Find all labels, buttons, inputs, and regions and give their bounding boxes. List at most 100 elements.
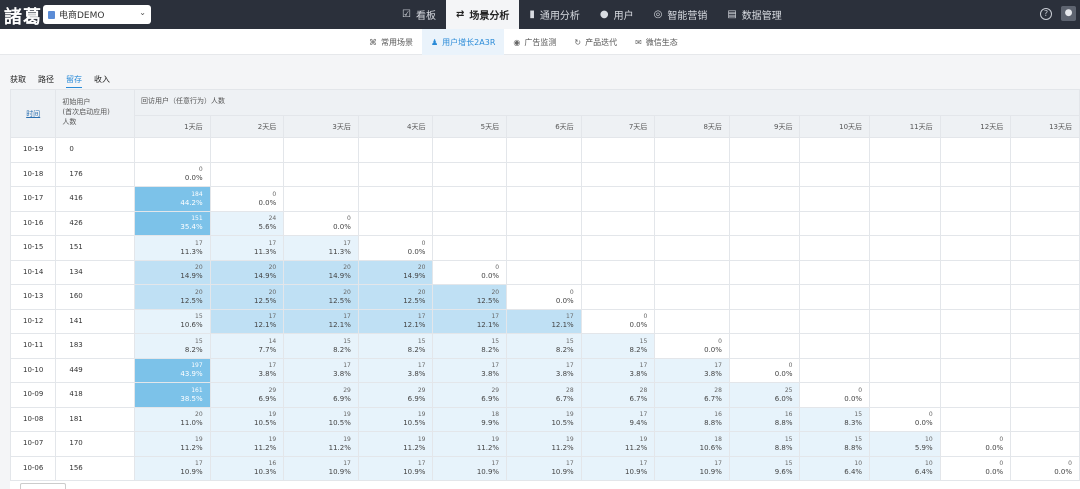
retention-cell: 19 11.2% <box>134 431 211 457</box>
day-header: 1天后 <box>134 115 211 138</box>
empty-cell <box>357 161 434 187</box>
nav-icon: ▤ <box>727 9 737 20</box>
retention-rate: 0.0% <box>774 370 793 379</box>
date-cell: 10-12 <box>10 308 57 334</box>
retention-rate: 12.1% <box>476 321 500 330</box>
table-row: 10-13 160 20 12.5% 20 12.5% 20 12.5% 20 12.5% 20 12… <box>10 284 1080 310</box>
empty-cell <box>432 137 508 163</box>
empty-cell <box>432 161 508 187</box>
help-icon[interactable]: ? <box>1040 8 1052 20</box>
subnav-item-1[interactable]: ♟ 用户增长2A3R <box>422 29 505 55</box>
empty-cell <box>939 357 1012 383</box>
retention-rate: 6.9% <box>407 394 426 403</box>
initial-users-cell: 449 <box>55 357 136 383</box>
retention-cell: 17 10.9% <box>357 455 434 481</box>
project-select[interactable]: 电商DEMO ⌄ <box>43 5 151 24</box>
retention-cell: 10 6.4% <box>799 455 871 481</box>
empty-cell <box>357 186 434 212</box>
empty-cell <box>939 186 1012 212</box>
table-row: 10-12 141 15 10.6% 17 12.1% 17 12.1% 17 12.1% 17 12… <box>10 308 1080 334</box>
retention-rate: 11.2% <box>254 443 277 452</box>
table-row: 10-08 181 20 11.0% 19 10.5% 19 10.5% 19 10.5% 18 9.… <box>10 406 1080 432</box>
retention-cell: 0 0.0% <box>580 308 656 334</box>
empty-cell <box>728 210 801 236</box>
retention-count: 19 <box>566 435 574 443</box>
retention-count: 16 <box>714 411 722 419</box>
retention-cell: 0 0.0% <box>506 284 582 310</box>
subnav-item-3[interactable]: ↻ 产品迭代 <box>565 29 626 55</box>
tab-3[interactable]: 收入 <box>94 75 110 84</box>
retention-cell: 19 10.5% <box>506 406 582 432</box>
empty-cell <box>799 137 871 163</box>
app-logo[interactable]: 諸葛 <box>4 7 42 28</box>
table-row: 10-15 151 17 11.3% 17 11.3% 17 11.3% 0 0.0% <box>10 235 1080 261</box>
subnav-item-4[interactable]: ✉ 微信生态 <box>626 29 687 55</box>
nav-label: 看板 <box>415 11 436 22</box>
nav-item-2[interactable]: ▮ 通用分析 <box>519 0 590 29</box>
pagination-control[interactable] <box>20 483 66 489</box>
date-cell: 10-06 <box>10 455 57 481</box>
tab-2[interactable]: 留存 <box>66 74 82 88</box>
day-header: 4天后 <box>357 115 434 138</box>
nav-item-4[interactable]: ◎ 智能营销 <box>644 0 718 29</box>
retention-cell: 20 12.5% <box>357 284 434 310</box>
retention-count: 19 <box>417 411 426 419</box>
retention-cell: 17 12.1% <box>283 308 359 334</box>
retention-count: 0 <box>643 313 648 321</box>
retention-cell: 15 8.2% <box>432 333 508 359</box>
nav-item-3[interactable]: ● 用户 <box>590 0 644 29</box>
retention-count: 16 <box>784 411 793 419</box>
nav-item-1[interactable]: ⇄ 场景分析 <box>445 0 520 29</box>
time-column-header[interactable]: 时间 <box>10 89 57 138</box>
retention-count: 0 <box>718 337 722 345</box>
nav-item-5[interactable]: ▤ 数据管理 <box>717 0 791 29</box>
table-row: 10-07 170 19 11.2% 19 11.2% 19 11.2% 19 11.2% 19 11… <box>10 431 1080 457</box>
retention-cell: 15 10.6% <box>134 308 211 334</box>
retention-cell: 20 12.5% <box>283 284 359 310</box>
nav-item-0[interactable]: ☑ 看板 <box>392 0 446 29</box>
tab-0[interactable]: 获取 <box>10 75 26 84</box>
day-header: 6天后 <box>506 115 582 138</box>
avatar[interactable]: ● <box>1061 6 1076 21</box>
empty-cell <box>1010 186 1080 212</box>
initial-users-cell: 426 <box>55 210 136 236</box>
retention-cell: 151 35.4% <box>134 210 211 236</box>
retention-rate: 10.9% <box>699 468 722 477</box>
retention-cell: 17 12.1% <box>432 308 508 334</box>
retention-cell: 0 0.0% <box>283 210 359 236</box>
empty-cell <box>1010 284 1080 310</box>
retention-count: 151 <box>191 215 203 223</box>
nav-label: 智能营销 <box>667 11 708 22</box>
retention-cell: 29 6.9% <box>357 382 434 408</box>
retention-rate: 9.4% <box>629 419 648 428</box>
empty-cell <box>654 308 730 334</box>
empty-cell <box>799 186 871 212</box>
subnav-item-2[interactable]: ◉ 广告监测 <box>504 29 565 55</box>
empty-cell <box>939 259 1012 285</box>
retention-count: 18 <box>714 435 722 443</box>
retention-cell: 0 0.0% <box>728 357 801 383</box>
subnav-icon: ⌘ <box>369 37 377 47</box>
retention-count: 17 <box>639 411 648 419</box>
retention-rate: 10.3% <box>254 468 277 477</box>
subnav-label: 微信生态 <box>645 37 678 47</box>
empty-cell <box>506 210 582 236</box>
table-row: 10-18 176 0 0.0% <box>10 161 1080 187</box>
empty-cell <box>580 210 656 236</box>
subnav-item-0[interactable]: ⌘ 常用场景 <box>360 29 422 55</box>
table-row: 10-14 134 20 14.9% 20 14.9% 20 14.9% 20 14.9% 0 0.0… <box>10 259 1080 285</box>
retention-count: 25 <box>784 386 793 394</box>
retention-rate: 14.9% <box>328 272 351 281</box>
retention-cell: 15 8.2% <box>283 333 359 359</box>
empty-cell <box>283 186 359 212</box>
tab-1[interactable]: 路径 <box>38 75 54 84</box>
retention-count: 15 <box>854 411 863 419</box>
retention-rate: 11.2% <box>328 443 351 452</box>
project-name: 电商DEMO <box>59 11 105 21</box>
retention-rate: 14.9% <box>254 272 277 281</box>
retention-count: 0 <box>858 386 863 394</box>
empty-cell <box>869 357 941 383</box>
retention-cell: 17 10.9% <box>580 455 656 481</box>
empty-cell <box>506 137 582 163</box>
date-cell: 10-16 <box>10 210 57 236</box>
